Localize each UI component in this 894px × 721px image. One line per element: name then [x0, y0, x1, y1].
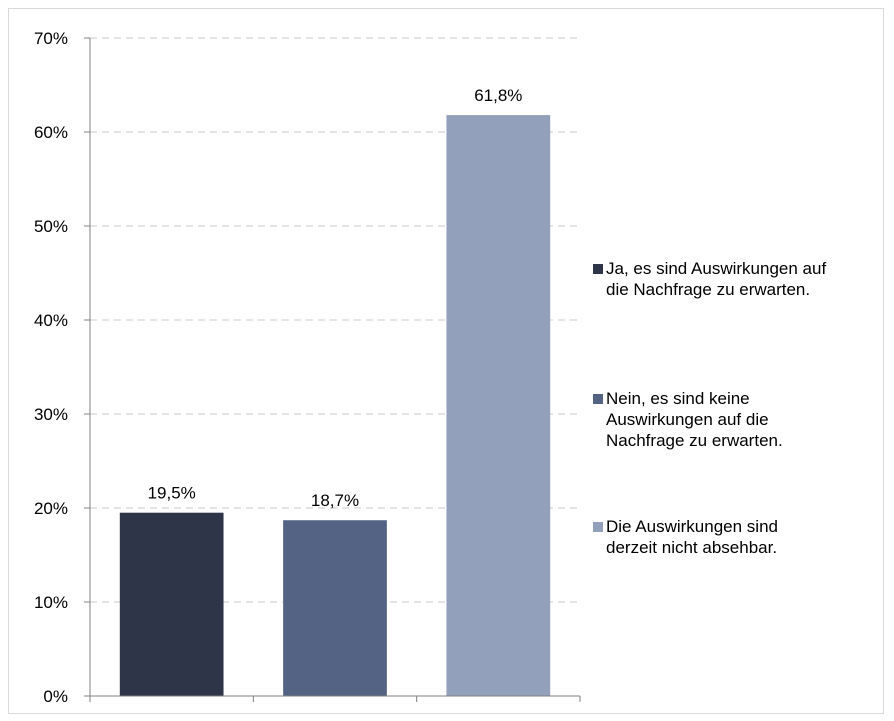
y-tick-label: 20% — [34, 499, 68, 518]
y-axis-ticks: 0% 10% 20% 30% 40% 50% 60% 70% — [34, 29, 90, 706]
data-labels: 19,5% 18,7% 61,8% — [148, 86, 523, 510]
legend-swatch-nein — [593, 394, 603, 404]
bar — [119, 512, 224, 696]
legend-label-ja: Ja, es sind Auswirkungen auf die Nachfra… — [606, 259, 827, 299]
legend-swatch-ja — [593, 264, 603, 274]
y-tick-label: 50% — [34, 217, 68, 236]
data-label: 19,5% — [148, 484, 196, 503]
y-tick-label: 0% — [43, 687, 68, 706]
y-tick-label: 60% — [34, 123, 68, 142]
y-tick-label: 10% — [34, 593, 68, 612]
bars — [119, 115, 551, 696]
y-tick-label: 40% — [34, 311, 68, 330]
bar — [446, 115, 551, 696]
data-label: 61,8% — [474, 86, 522, 105]
legend-swatch-unklar — [593, 522, 603, 532]
legend-label-nein: Nein, es sind keine Auswirkungen auf die… — [606, 389, 783, 450]
y-tick-label: 70% — [34, 29, 68, 48]
legend-item-unklar: Die Auswirkungen sind derzeit nicht abse… — [593, 516, 893, 558]
data-label: 18,7% — [311, 491, 359, 510]
axes — [89, 38, 581, 702]
y-tick-label: 30% — [34, 405, 68, 424]
legend-item-ja: Ja, es sind Auswirkungen auf die Nachfra… — [593, 258, 893, 300]
bar — [283, 520, 387, 696]
chart-frame — [8, 8, 884, 714]
legend-item-nein: Nein, es sind keine Auswirkungen auf die… — [593, 388, 893, 451]
legend-label-unklar: Die Auswirkungen sind derzeit nicht abse… — [606, 517, 778, 557]
